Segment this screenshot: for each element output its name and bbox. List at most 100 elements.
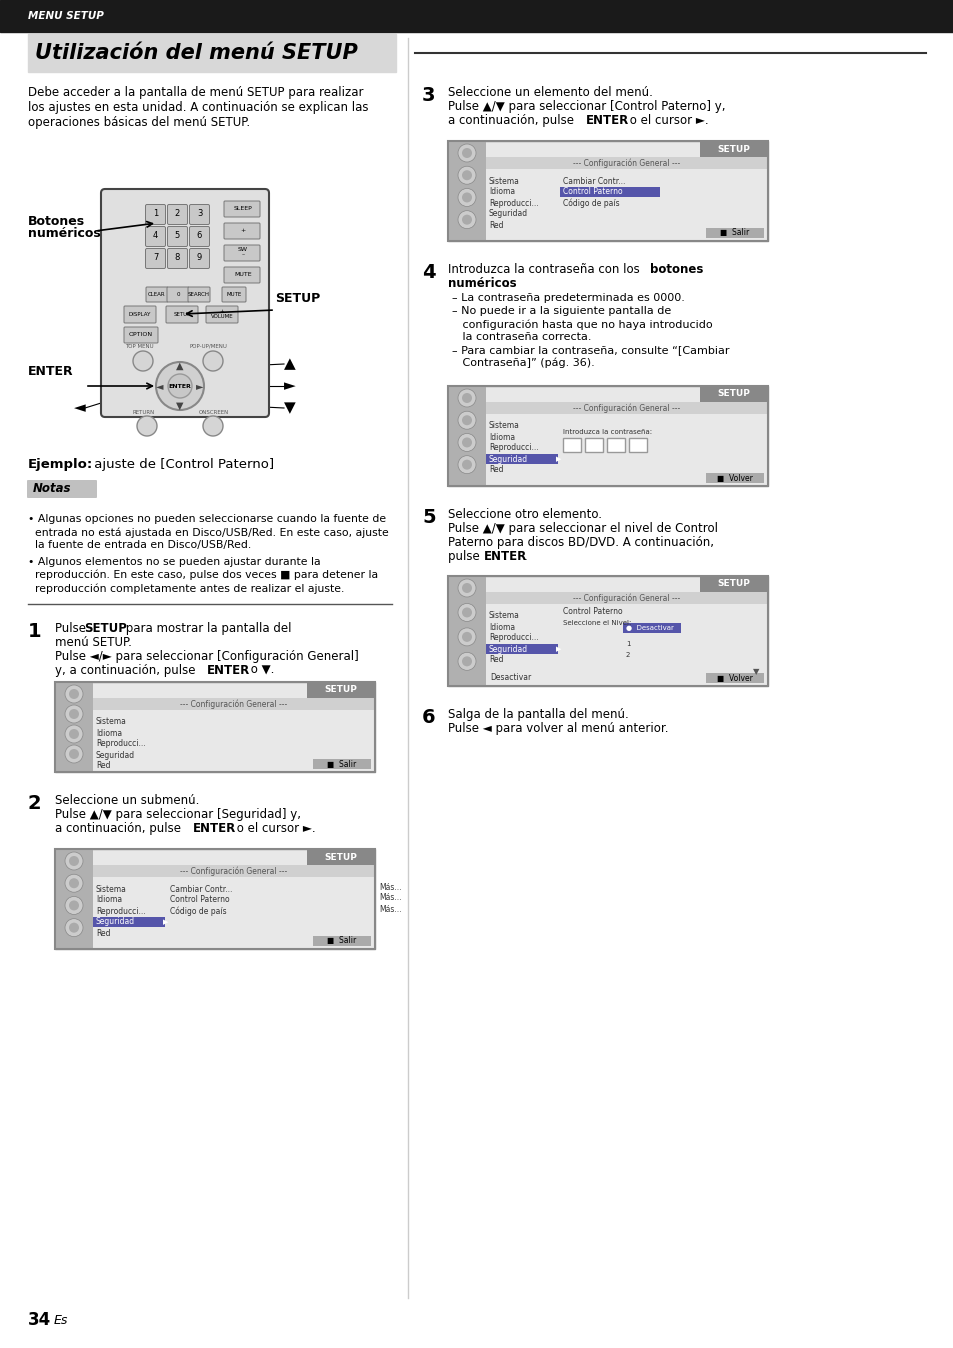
Bar: [622, 623, 680, 634]
FancyBboxPatch shape: [222, 287, 246, 302]
Text: OPTION: OPTION: [129, 333, 152, 337]
Bar: [485, 156, 767, 168]
Circle shape: [69, 729, 79, 739]
Circle shape: [461, 170, 472, 181]
FancyBboxPatch shape: [27, 480, 97, 497]
FancyBboxPatch shape: [190, 205, 210, 225]
Text: o el cursor ►.: o el cursor ►.: [625, 115, 708, 127]
Text: +: +: [240, 228, 245, 232]
Text: la contraseña correcta.: la contraseña correcta.: [452, 332, 591, 342]
Circle shape: [461, 214, 472, 225]
FancyBboxPatch shape: [168, 226, 188, 247]
Bar: [55, 849, 375, 949]
Circle shape: [69, 922, 79, 933]
Text: 1: 1: [152, 209, 158, 218]
Bar: [700, 386, 767, 402]
Circle shape: [457, 628, 476, 646]
Text: Reproducci...: Reproducci...: [489, 443, 538, 453]
Text: Pulse ▲/▼ para seleccionar [Control Paterno] y,: Pulse ▲/▼ para seleccionar [Control Pate…: [448, 100, 724, 113]
Circle shape: [65, 919, 83, 937]
Circle shape: [457, 210, 476, 229]
Text: ▼: ▼: [176, 400, 184, 411]
Circle shape: [69, 900, 79, 910]
Text: Ejemplo:: Ejemplo:: [28, 458, 93, 470]
Text: Reproducci...: Reproducci...: [489, 198, 538, 208]
Text: Seleccione un submenú.: Seleccione un submenú.: [55, 794, 199, 807]
Text: 4: 4: [421, 263, 436, 282]
Text: Red: Red: [489, 465, 503, 474]
Text: MUTE: MUTE: [233, 271, 252, 276]
FancyBboxPatch shape: [224, 201, 260, 217]
Text: ■  Volver: ■ Volver: [717, 674, 752, 682]
Circle shape: [457, 604, 476, 621]
Text: Pulse: Pulse: [55, 621, 90, 635]
Bar: [559, 187, 659, 197]
Text: • Algunos elementos no se pueden ajustar durante la: • Algunos elementos no se pueden ajustar…: [28, 557, 320, 568]
Text: Debe acceder a la pantalla de menú SETUP para realizar: Debe acceder a la pantalla de menú SETUP…: [28, 86, 363, 98]
Circle shape: [457, 390, 476, 407]
Text: Control Paterno: Control Paterno: [562, 187, 622, 197]
Text: – No puede ir a la siguiente pantalla de: – No puede ir a la siguiente pantalla de: [452, 306, 671, 315]
Text: .: .: [523, 550, 527, 563]
Bar: [700, 576, 767, 592]
Circle shape: [461, 656, 472, 666]
Text: Reproducci...: Reproducci...: [489, 634, 538, 643]
Text: SETUP: SETUP: [84, 621, 127, 635]
Text: Control Paterno: Control Paterno: [562, 608, 622, 616]
Bar: [705, 673, 763, 683]
Text: MENU SETUP: MENU SETUP: [28, 11, 104, 22]
Text: Utilización del menú SETUP: Utilización del menú SETUP: [35, 43, 357, 63]
FancyBboxPatch shape: [124, 328, 158, 342]
Text: ●  Desactivar: ● Desactivar: [625, 625, 673, 631]
Bar: [448, 142, 485, 241]
Circle shape: [457, 652, 476, 670]
Text: Contraseña]” (pág. 36).: Contraseña]” (pág. 36).: [452, 359, 594, 368]
Text: • Algunas opciones no pueden seleccionarse cuando la fuente de: • Algunas opciones no pueden seleccionar…: [28, 514, 386, 524]
Bar: [448, 576, 485, 686]
Text: Seguridad: Seguridad: [489, 454, 528, 464]
Bar: [628, 438, 646, 452]
Text: Red: Red: [96, 929, 111, 937]
FancyBboxPatch shape: [146, 226, 165, 247]
Text: Pulse ▲/▼ para seleccionar el nivel de Control: Pulse ▲/▼ para seleccionar el nivel de C…: [448, 522, 718, 535]
FancyBboxPatch shape: [190, 248, 210, 268]
Text: ▲: ▲: [176, 361, 184, 371]
Text: 0: 0: [176, 291, 179, 297]
Text: 3: 3: [421, 86, 435, 105]
Text: Código de país: Código de país: [562, 198, 619, 208]
FancyBboxPatch shape: [146, 248, 165, 268]
Text: ENTER: ENTER: [193, 822, 236, 834]
Text: Seguridad: Seguridad: [96, 918, 135, 926]
Text: --- Configuración General ---: --- Configuración General ---: [573, 593, 679, 603]
Text: Desactivar: Desactivar: [490, 674, 531, 682]
Text: Idioma: Idioma: [96, 728, 122, 737]
Text: ENTER: ENTER: [585, 115, 629, 127]
Text: .: .: [505, 276, 509, 290]
Text: reproducción completamente antes de realizar el ajuste.: reproducción completamente antes de real…: [28, 582, 344, 593]
Text: Seleccione un elemento del menú.: Seleccione un elemento del menú.: [448, 86, 652, 98]
Text: TOP MENU: TOP MENU: [125, 344, 153, 349]
Text: 6: 6: [421, 708, 436, 727]
Text: ▼: ▼: [284, 400, 295, 415]
Text: 5: 5: [174, 232, 180, 240]
Text: SETUP: SETUP: [274, 293, 320, 305]
Bar: [92, 698, 375, 710]
Bar: [705, 228, 763, 239]
FancyBboxPatch shape: [188, 287, 210, 302]
Bar: [485, 592, 767, 604]
Text: pulse: pulse: [448, 550, 483, 563]
Bar: [700, 142, 767, 156]
FancyBboxPatch shape: [167, 287, 189, 302]
FancyBboxPatch shape: [146, 205, 165, 225]
Text: numéricos: numéricos: [28, 226, 101, 240]
Text: ▼: ▼: [752, 667, 759, 677]
Text: Seguridad: Seguridad: [489, 644, 528, 654]
Circle shape: [203, 350, 223, 371]
Bar: [307, 682, 375, 698]
Text: ■  Salir: ■ Salir: [327, 759, 356, 768]
Bar: [562, 438, 580, 452]
Text: --- Configuración General ---: --- Configuración General ---: [180, 867, 287, 876]
Text: ▲: ▲: [284, 356, 295, 372]
Text: ■  Salir: ■ Salir: [327, 937, 356, 945]
Circle shape: [69, 749, 79, 759]
